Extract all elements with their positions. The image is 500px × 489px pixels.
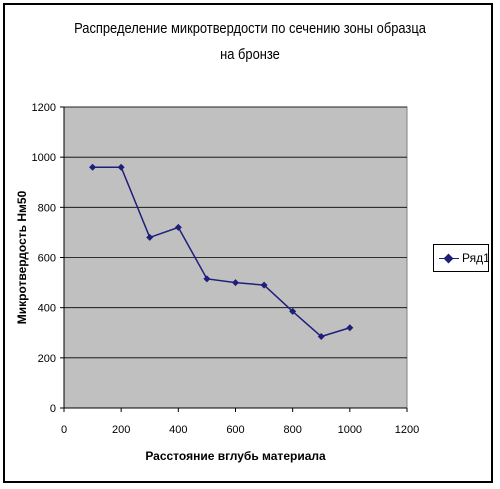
y-axis-label: Микротвердость Нм50 xyxy=(15,190,29,324)
series-line xyxy=(92,166,351,338)
data-point xyxy=(146,233,154,241)
chart-title-line1: Распределение микротвердости по сечению … xyxy=(74,20,426,37)
y-tick-label: 400 xyxy=(38,303,56,315)
data-point xyxy=(289,307,297,315)
data-point xyxy=(232,279,239,287)
data-point xyxy=(117,163,125,171)
data-point xyxy=(203,275,211,283)
x-tick-label: 0 xyxy=(61,424,67,436)
chart-title-line2: на бронзе xyxy=(220,46,280,63)
legend-label: Ряд1 xyxy=(462,251,490,265)
x-tick-label: 400 xyxy=(169,424,187,436)
y-tick-label: 0 xyxy=(50,403,56,415)
x-tick-label: 600 xyxy=(226,424,244,436)
data-point xyxy=(346,324,354,332)
x-tick-label: 800 xyxy=(283,424,301,436)
data-point xyxy=(174,223,182,231)
x-tick-label: 200 xyxy=(112,424,130,436)
data-point xyxy=(317,333,325,341)
x-tick-label: 1000 xyxy=(338,424,362,436)
x-tick-label: 1200 xyxy=(395,424,419,436)
legend: Ряд1 xyxy=(433,244,490,272)
x-axis-label: Расстояние вглубь материала xyxy=(145,449,326,463)
data-point xyxy=(89,163,97,171)
y-tick-label: 200 xyxy=(38,353,56,365)
y-tick-label: 1000 xyxy=(32,152,56,164)
data-point xyxy=(260,281,268,289)
y-tick-label: 800 xyxy=(38,202,56,214)
y-tick-label: 1200 xyxy=(32,102,56,114)
y-tick-label: 600 xyxy=(38,253,56,265)
legend-diamond-swatch xyxy=(443,253,454,264)
